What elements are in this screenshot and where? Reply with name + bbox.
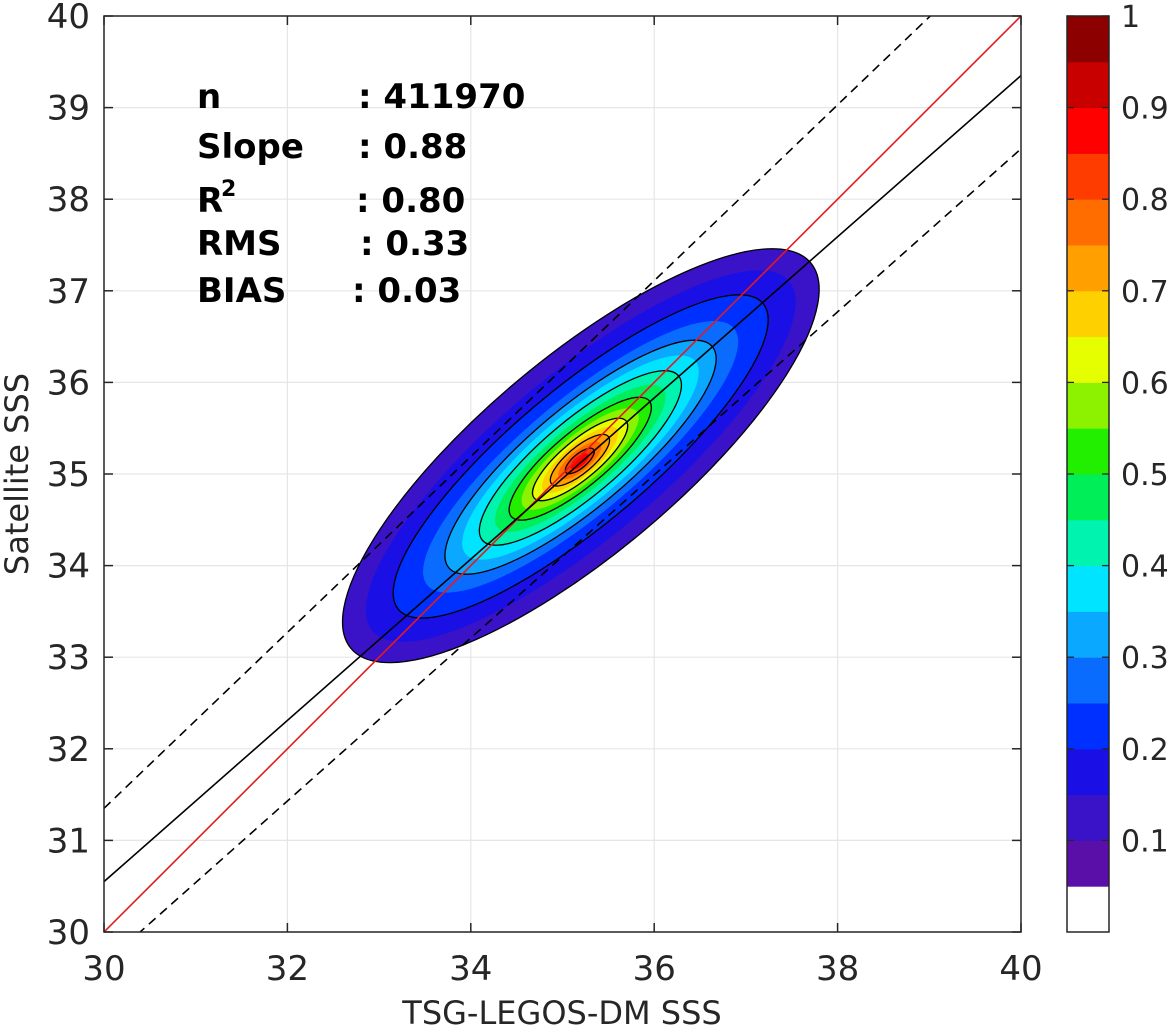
colorbar-tick-label: 0.7 xyxy=(1121,275,1169,310)
stat-value: : 411970 xyxy=(358,77,525,117)
colorbar-swatch xyxy=(1067,290,1109,338)
x-tick-label: 38 xyxy=(816,949,859,989)
line-one-to-one xyxy=(104,16,1021,932)
colorbar-swatch xyxy=(1067,336,1109,383)
x-tick-label: 30 xyxy=(82,949,125,989)
colorbar-swatch xyxy=(1067,657,1109,704)
colorbar-swatch xyxy=(1067,611,1109,658)
reference-lines xyxy=(104,16,1021,932)
y-tick-label: 36 xyxy=(47,363,90,403)
colorbar-swatch xyxy=(1067,199,1109,246)
colorbar-tick-label: 0.2 xyxy=(1121,733,1169,768)
line-fit-upper xyxy=(104,16,932,809)
colorbar-swatch xyxy=(1067,519,1109,567)
colorbar-swatch xyxy=(1067,107,1109,154)
y-axis-label: Satellite SSS xyxy=(0,373,36,575)
colorbar-swatch xyxy=(1067,748,1109,796)
stat-label: BIAS xyxy=(197,271,286,311)
colorbar-swatch xyxy=(1067,794,1109,841)
axis-ticks: 30 32 34 36 38 40 30 31 32 33 34 35 36 37 38 39 40 xyxy=(47,0,1043,989)
colorbar: 0.1 0.2 0.3 0.4 0.5 0.6 0.7 0.8 0.9 1 xyxy=(1066,0,1169,933)
colorbar-swatch xyxy=(1067,474,1109,521)
y-tick-label: 39 xyxy=(47,89,90,129)
stat-label: RMS xyxy=(197,224,282,264)
colorbar-tick-label: 0.8 xyxy=(1121,183,1169,218)
x-tick-label: 34 xyxy=(449,949,492,989)
colorbar-swatch xyxy=(1067,840,1109,887)
y-tick-label: 37 xyxy=(47,272,90,312)
colorbar-swatch xyxy=(1067,153,1109,200)
stat-value: : 0.03 xyxy=(352,271,461,311)
x-axis-label: TSG-LEGOS-DM SSS xyxy=(401,994,721,1028)
stat-superscript: 2 xyxy=(221,177,236,202)
colorbar-swatch xyxy=(1067,703,1109,750)
colorbar-tick-label: 0.5 xyxy=(1121,458,1169,493)
stat-value: : 0.80 xyxy=(356,181,465,221)
line-fit-lower xyxy=(138,148,1021,932)
colorbar-swatch xyxy=(1067,565,1109,612)
y-tick-label: 38 xyxy=(47,180,90,220)
colorbar-tick-label: 0.6 xyxy=(1121,366,1169,401)
stat-label: n xyxy=(197,77,221,117)
stat-label: Slope xyxy=(197,127,304,167)
colorbar-tick-label: 1 xyxy=(1121,0,1140,35)
colorbar-tick-label: 0.3 xyxy=(1121,641,1169,676)
density-contour-fill xyxy=(570,453,589,470)
colorbar-swatch xyxy=(1067,245,1109,292)
statistics-annotation: n : 411970 Slope : 0.88 R2 : 0.80 RMS : 0.33 BIA… xyxy=(197,77,525,311)
y-tick-label: 33 xyxy=(47,638,90,678)
y-tick-label: 32 xyxy=(47,730,90,770)
colorbar-swatch xyxy=(1067,886,1109,933)
y-tick-label: 34 xyxy=(47,547,90,587)
colorbar-tick-label: 0.9 xyxy=(1121,92,1169,127)
y-tick-label: 31 xyxy=(47,821,90,861)
y-tick-label: 40 xyxy=(47,0,90,37)
colorbar-tick-label: 0.1 xyxy=(1121,824,1169,859)
y-tick-label: 30 xyxy=(47,913,90,953)
colorbar-tick-label: 0.4 xyxy=(1121,550,1169,585)
stat-label: R xyxy=(197,181,223,221)
stat-value: : 0.33 xyxy=(360,224,469,264)
colorbar-swatch xyxy=(1067,16,1109,63)
line-fit xyxy=(104,74,1021,883)
colorbar-swatch xyxy=(1067,428,1109,475)
x-tick-label: 40 xyxy=(999,949,1042,989)
stat-value: : 0.88 xyxy=(358,127,467,167)
x-tick-label: 36 xyxy=(633,949,676,989)
x-tick-label: 32 xyxy=(266,949,309,989)
colorbar-swatch xyxy=(1067,61,1109,109)
y-tick-label: 35 xyxy=(47,455,90,495)
colorbar-swatch xyxy=(1067,382,1109,429)
